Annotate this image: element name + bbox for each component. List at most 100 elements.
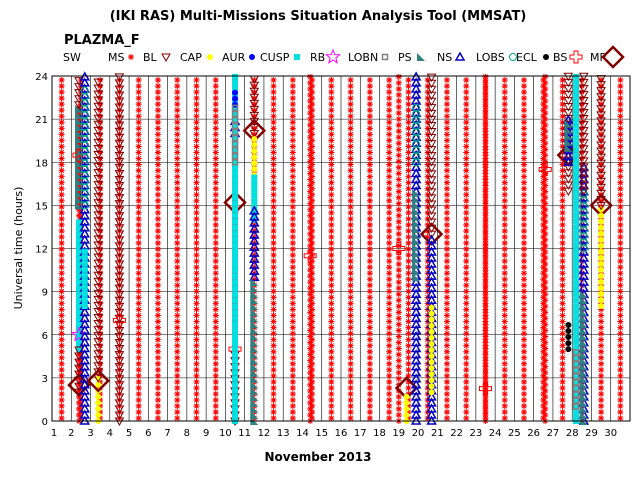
ps-point: [412, 188, 421, 197]
cusp-point: [232, 218, 239, 225]
ms-point: [395, 369, 402, 376]
ms-point: [174, 294, 181, 301]
ms-point: [617, 294, 624, 301]
ms-point: [347, 372, 354, 379]
ms-point: [174, 252, 181, 259]
ms-point: [540, 83, 547, 90]
ms-point: [135, 89, 142, 96]
ms-point: [542, 128, 549, 135]
ms-point: [366, 203, 373, 210]
ms-point: [463, 390, 470, 397]
ms-point: [97, 209, 104, 216]
ms-point: [212, 185, 219, 192]
ms-point: [212, 83, 219, 90]
ms-point: [328, 155, 335, 162]
ms-point: [154, 113, 161, 120]
ms-point: [463, 306, 470, 313]
ms-point: [386, 409, 393, 416]
ms-point: [97, 360, 104, 367]
lobs-point: [412, 103, 421, 112]
ms-point: [542, 387, 549, 394]
ms-point: [542, 321, 549, 328]
ms-point: [193, 125, 200, 132]
ms-point: [58, 209, 65, 216]
ms-point: [309, 161, 316, 168]
ms-point: [386, 288, 393, 295]
ms-point: [617, 415, 624, 422]
ms-point: [58, 409, 65, 416]
cap-point: [403, 405, 410, 412]
ms-point: [501, 191, 508, 198]
y-tick-label: 3: [42, 374, 48, 385]
ms-point: [289, 161, 296, 168]
ms-point: [328, 234, 335, 240]
ms-point: [309, 342, 316, 349]
ms-point: [135, 113, 142, 120]
ms-point: [154, 143, 161, 150]
ms-point: [540, 227, 547, 234]
ms-point: [328, 89, 335, 96]
ms-point: [289, 119, 296, 126]
ms-point: [617, 227, 624, 234]
cusp-point: [573, 170, 580, 177]
ms-point: [174, 179, 181, 186]
ms-point: [193, 318, 200, 325]
ms-point: [395, 411, 402, 418]
cusp-point: [573, 85, 580, 92]
ms-point: [405, 354, 412, 361]
lobs-point: [80, 110, 89, 119]
legend-marker-lobs: [509, 53, 517, 61]
ms-point: [463, 95, 470, 102]
ps-point: [250, 290, 259, 299]
cusp-point: [573, 273, 580, 280]
ms-point: [212, 167, 219, 174]
ms-point: [366, 83, 373, 90]
lobs-point: [579, 238, 588, 247]
ms-point: [482, 110, 489, 117]
ms-point: [154, 89, 161, 96]
ms-point: [58, 203, 65, 210]
x-tick-label: 26: [527, 428, 540, 439]
ms-point: [386, 378, 393, 385]
ms-point: [193, 378, 200, 385]
ms-point: [174, 215, 181, 222]
ms-point: [482, 170, 489, 177]
ms-point: [309, 264, 316, 271]
ms-point: [135, 324, 142, 331]
ms-point: [347, 131, 354, 138]
ms-point: [289, 366, 296, 373]
ms-point: [617, 155, 624, 162]
cusp-point: [573, 230, 580, 237]
lobs-point: [412, 134, 421, 143]
ms-point: [135, 83, 142, 90]
cap-point: [598, 224, 605, 231]
ms-point: [212, 209, 219, 216]
ms-point: [58, 155, 65, 162]
ms-point: [540, 306, 547, 313]
ms-point: [212, 282, 219, 289]
ms-point: [328, 95, 335, 102]
ms-point: [289, 409, 296, 416]
ms-point: [617, 95, 624, 102]
ms-point: [395, 267, 402, 274]
ms-point: [366, 149, 373, 156]
ms-point: [328, 294, 335, 301]
ms-point: [395, 116, 402, 123]
ms-point: [521, 83, 528, 90]
ms-point: [501, 366, 508, 373]
lobs-point: [412, 115, 421, 124]
cusp-point: [573, 291, 580, 298]
ms-point: [463, 348, 470, 355]
ps-point: [579, 410, 588, 419]
ms-point: [97, 191, 104, 198]
ms-point: [521, 397, 528, 404]
ms-point: [559, 378, 566, 385]
ms-point: [395, 134, 402, 141]
legend-label-ps: PS: [398, 51, 412, 64]
ms-point: [328, 415, 335, 422]
ms-point: [270, 125, 277, 132]
ns-point: [410, 77, 422, 87]
ms-point: [405, 227, 412, 234]
ms-point: [559, 167, 566, 174]
ms-point: [463, 330, 470, 337]
